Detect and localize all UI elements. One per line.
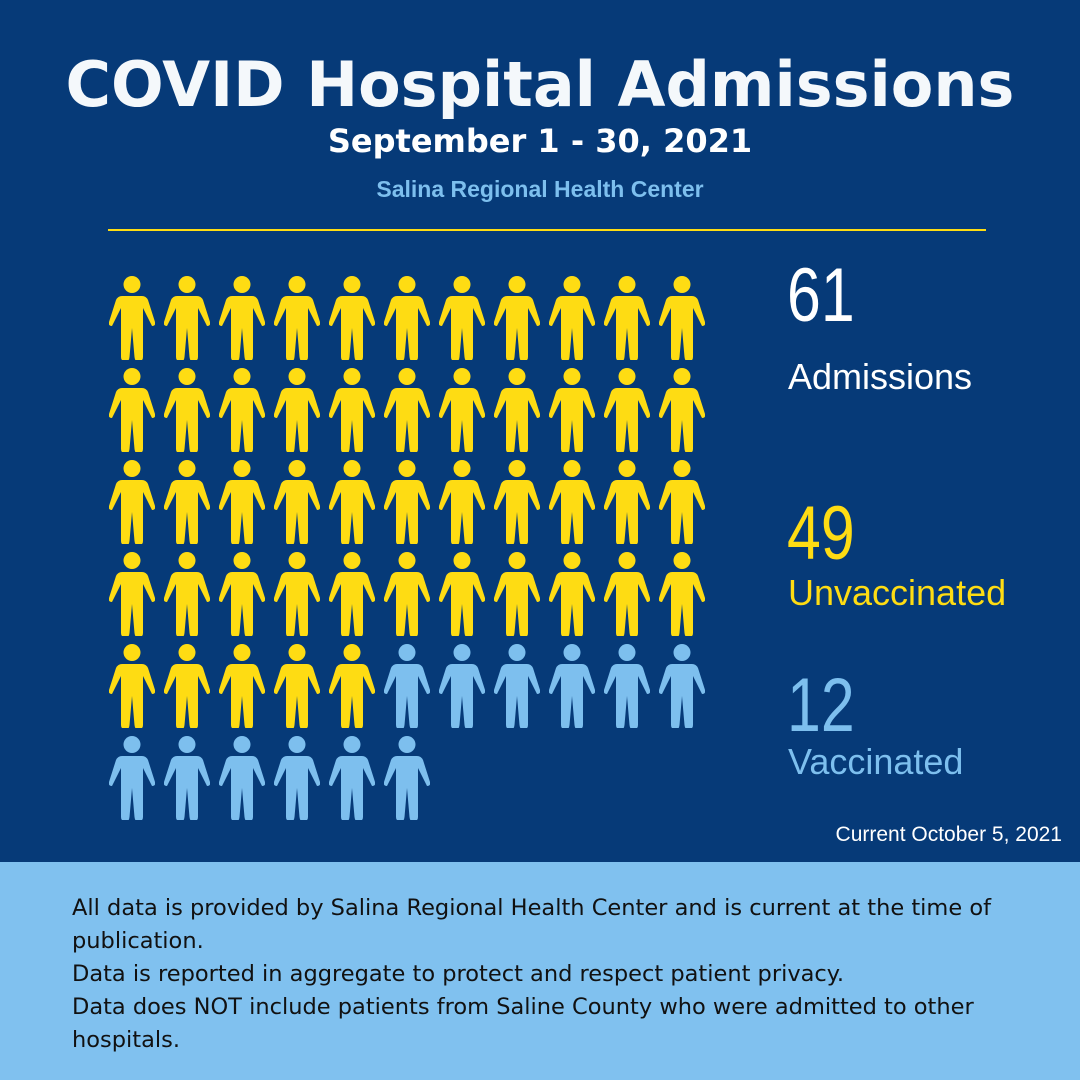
person-icon-unvaccinated — [274, 460, 320, 544]
footer-line: All data is provided by Salina Regional … — [72, 895, 992, 954]
person-icon-unvaccinated — [109, 276, 155, 360]
admissions-label: Admissions — [788, 356, 973, 397]
person-icon-vaccinated — [384, 736, 430, 820]
person-icon-unvaccinated — [549, 276, 595, 360]
subtitle: September 1 - 30, 2021 — [327, 122, 753, 160]
person-icon-unvaccinated — [494, 460, 540, 544]
person-icon-vaccinated — [549, 644, 595, 728]
person-icon-unvaccinated — [164, 552, 210, 636]
person-icon-unvaccinated — [219, 276, 265, 360]
person-icon-unvaccinated — [329, 460, 375, 544]
person-icon-unvaccinated — [384, 276, 430, 360]
unvaccinated-label: Unvaccinated — [788, 572, 1007, 613]
person-icon-unvaccinated — [109, 552, 155, 636]
person-icon-unvaccinated — [494, 276, 540, 360]
person-icon-unvaccinated — [219, 460, 265, 544]
person-icon-unvaccinated — [439, 552, 485, 636]
person-icon-unvaccinated — [164, 276, 210, 360]
person-icon-vaccinated — [219, 736, 265, 820]
person-icon-unvaccinated — [384, 460, 430, 544]
vaccinated-count: 12 — [787, 663, 855, 748]
person-icon-unvaccinated — [659, 552, 705, 636]
person-icon-unvaccinated — [604, 368, 650, 452]
person-icon-unvaccinated — [219, 368, 265, 452]
person-icon-unvaccinated — [274, 368, 320, 452]
person-icon-unvaccinated — [494, 552, 540, 636]
person-icon-unvaccinated — [109, 368, 155, 452]
footer-line: Data does NOT include patients from Sali… — [72, 994, 974, 1053]
title: COVID Hospital Admissions — [65, 48, 1015, 121]
person-icon-unvaccinated — [659, 460, 705, 544]
person-icon-unvaccinated — [219, 644, 265, 728]
organization: Salina Regional Health Center — [376, 176, 704, 202]
person-icon-unvaccinated — [494, 368, 540, 452]
person-icon-unvaccinated — [109, 460, 155, 544]
footer-notes: All data is provided by Salina Regional … — [0, 862, 1080, 1080]
person-icon-unvaccinated — [659, 276, 705, 360]
person-icon-unvaccinated — [164, 368, 210, 452]
current-date: Current October 5, 2021 — [835, 823, 1062, 846]
person-icon-unvaccinated — [274, 644, 320, 728]
admissions-count: 61 — [787, 253, 855, 338]
person-icon-unvaccinated — [549, 368, 595, 452]
person-icon-unvaccinated — [274, 276, 320, 360]
person-icon-unvaccinated — [329, 644, 375, 728]
person-icon-unvaccinated — [604, 460, 650, 544]
person-icon-unvaccinated — [384, 368, 430, 452]
person-icon-unvaccinated — [164, 644, 210, 728]
person-icon-unvaccinated — [549, 460, 595, 544]
person-icon-vaccinated — [604, 644, 650, 728]
person-icon-unvaccinated — [439, 276, 485, 360]
person-icon-unvaccinated — [164, 460, 210, 544]
person-icon-unvaccinated — [329, 552, 375, 636]
person-icon-unvaccinated — [604, 276, 650, 360]
person-icon-vaccinated — [109, 736, 155, 820]
person-icon-vaccinated — [439, 644, 485, 728]
person-icon-vaccinated — [659, 644, 705, 728]
person-icon-unvaccinated — [109, 644, 155, 728]
person-icon-unvaccinated — [384, 552, 430, 636]
divider — [108, 229, 986, 231]
footer-line: Data is reported in aggregate to protect… — [72, 961, 845, 987]
person-icon-unvaccinated — [329, 276, 375, 360]
pictogram-grid — [109, 275, 719, 835]
person-icon-unvaccinated — [439, 368, 485, 452]
person-icon-unvaccinated — [329, 368, 375, 452]
unvaccinated-count: 49 — [787, 491, 855, 576]
person-icon-vaccinated — [329, 736, 375, 820]
person-icon-unvaccinated — [549, 552, 595, 636]
person-icon-vaccinated — [384, 644, 430, 728]
person-icon-unvaccinated — [439, 460, 485, 544]
person-icon-vaccinated — [164, 736, 210, 820]
person-icon-unvaccinated — [274, 552, 320, 636]
person-icon-unvaccinated — [659, 368, 705, 452]
person-icon-vaccinated — [494, 644, 540, 728]
person-icon-vaccinated — [274, 736, 320, 820]
person-icon-unvaccinated — [604, 552, 650, 636]
person-icon-unvaccinated — [219, 552, 265, 636]
vaccinated-label: Vaccinated — [788, 741, 964, 782]
